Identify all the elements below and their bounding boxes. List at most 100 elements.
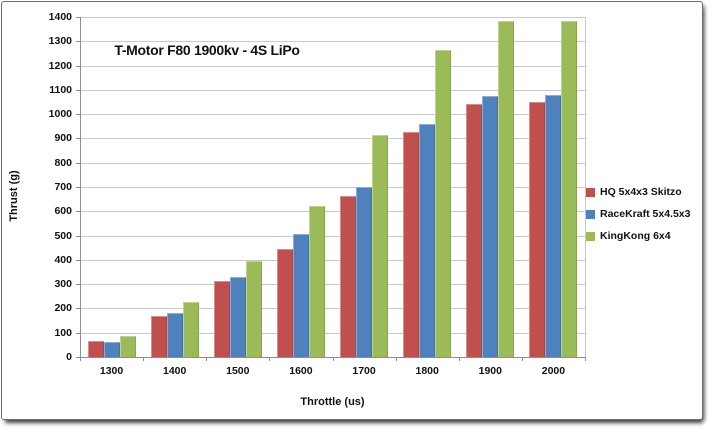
bar-1700-series-1 [356, 187, 373, 357]
y-axis-tick [76, 259, 80, 261]
x-axis-title: Throttle (us) [300, 396, 365, 408]
y-tick-label: 700 [54, 181, 72, 193]
y-tick-label: 1200 [48, 59, 72, 72]
y-tick-label: 900 [54, 132, 72, 145]
bar-2000-series-2 [561, 20, 578, 357]
gridline [80, 65, 585, 67]
gridline [80, 284, 585, 286]
y-axis-tick [76, 235, 80, 237]
gridline [80, 41, 585, 43]
y-tick-label: 600 [54, 205, 72, 218]
y-axis-tick [76, 357, 80, 358]
chart-frame: T-Motor F80 1900kv - 4S LiPo Thrust (g) … [1, 1, 703, 420]
gridline [80, 211, 585, 213]
bar-1300-series-1 [103, 342, 120, 357]
gridline [80, 162, 585, 164]
bar-1900-series-0 [466, 104, 483, 357]
bar-1600-series-2 [308, 206, 325, 357]
bar-1300-series-0 [87, 341, 104, 357]
bar-1700-series-0 [340, 195, 357, 357]
gridline [80, 308, 585, 310]
bar-1600-series-0 [276, 248, 293, 357]
gridline [80, 138, 585, 140]
x-tick-label: 1900 [478, 365, 502, 377]
x-axis-tick [143, 357, 145, 361]
bar-1700-series-2 [372, 134, 389, 357]
bar-1500-series-1 [229, 276, 246, 357]
y-axis-tick [76, 65, 80, 67]
chart-title: T-Motor F80 1900kv - 4S LiPo [114, 42, 300, 58]
gridline [80, 332, 585, 334]
x-axis-tick [458, 357, 460, 361]
y-tick-label: 400 [54, 253, 72, 266]
legend-marker-icon [586, 187, 595, 197]
bar-1500-series-2 [245, 261, 262, 357]
x-tick-label: 1600 [289, 365, 313, 377]
y-axis-tick [76, 114, 80, 116]
legend-label: KingKong 6x4 [600, 230, 671, 242]
y-axis-tick [76, 138, 80, 140]
legend-item: KingKong 6x4 [586, 225, 671, 247]
y-axis-tick [76, 308, 80, 310]
y-tick-label: 200 [54, 302, 72, 315]
x-tick-label: 1700 [352, 365, 376, 377]
x-axis-tick [585, 357, 586, 361]
y-tick-label: 1400 [48, 11, 72, 23]
legend-marker-icon [586, 231, 595, 241]
y-tick-label: 100 [54, 326, 72, 339]
x-axis-tick [269, 357, 271, 361]
y-axis-tick [76, 332, 80, 334]
bar-1800-series-0 [403, 132, 420, 357]
gridline [80, 187, 585, 188]
bar-2000-series-0 [529, 102, 546, 357]
y-tick-label: 800 [54, 156, 72, 169]
gridline [80, 259, 585, 261]
bar-1800-series-2 [435, 49, 452, 357]
y-axis-tick [76, 284, 80, 286]
x-axis-tick [206, 357, 208, 361]
y-tick-label: 1000 [48, 108, 72, 121]
y-tick-label: 0 [66, 351, 72, 363]
x-axis-tick [395, 357, 397, 361]
y-tick-label: 1300 [48, 35, 72, 48]
bar-1900-series-2 [498, 20, 515, 357]
x-tick-label: 1400 [163, 365, 187, 377]
y-axis-tick [76, 17, 80, 18]
x-axis-tick [332, 357, 334, 361]
x-axis-tick [80, 357, 81, 361]
x-tick-label: 1300 [99, 365, 124, 377]
gridline [80, 114, 585, 116]
bar-1600-series-1 [292, 234, 309, 357]
gridline [80, 89, 585, 91]
y-axis-tick [76, 89, 80, 91]
bar-1400-series-0 [150, 315, 167, 357]
legend-item: HQ 5x4x3 Skitzo [586, 181, 682, 203]
bar-1400-series-2 [182, 302, 199, 357]
y-axis-tick [76, 162, 80, 164]
bar-1900-series-1 [482, 95, 499, 357]
y-tick-label: 1100 [49, 83, 72, 96]
legend-label: HQ 5x4x3 Skitzo [600, 186, 682, 198]
plot-right-border [585, 17, 586, 357]
gridline [80, 235, 585, 237]
x-tick-label: 1800 [415, 365, 439, 377]
bar-1800-series-1 [419, 123, 436, 357]
legend-marker-icon [586, 209, 595, 219]
bar-2000-series-1 [545, 94, 562, 357]
y-tick-label: 300 [54, 278, 72, 291]
legend-label: RaceKraft 5x4.5x3 [600, 208, 691, 220]
y-axis-tick [76, 187, 80, 188]
y-axis-tick [76, 211, 80, 213]
y-tick-label: 500 [54, 229, 72, 242]
y-axis-title: Thrust (g) [8, 170, 20, 222]
legend-item: RaceKraft 5x4.5x3 [586, 203, 690, 225]
bar-1400-series-1 [166, 313, 183, 357]
y-axis-tick [76, 41, 80, 43]
bar-1500-series-0 [213, 280, 230, 357]
gridline [80, 17, 585, 18]
y-axis-line [80, 17, 81, 357]
x-tick-label: 1500 [226, 365, 250, 377]
bar-1300-series-2 [119, 336, 136, 357]
x-axis-line [80, 357, 585, 358]
